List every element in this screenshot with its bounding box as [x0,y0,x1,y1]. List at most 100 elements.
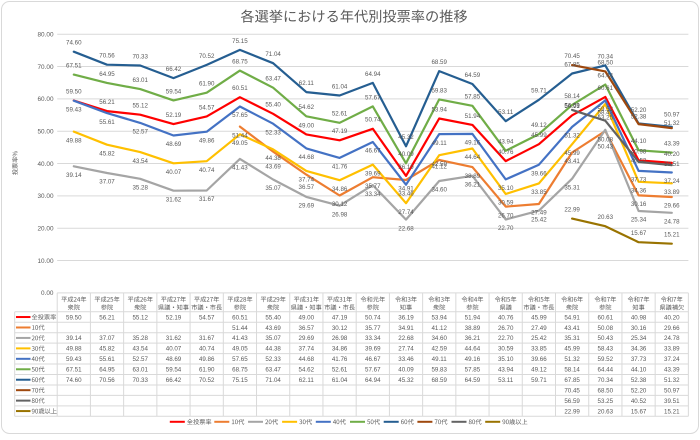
svg-text:15.67: 15.67 [631,408,647,415]
svg-text:29.69: 29.69 [299,335,315,342]
svg-text:59.43: 59.43 [66,356,82,363]
svg-text:37.73: 37.73 [631,356,647,363]
svg-text:48.69: 48.69 [166,356,182,363]
svg-text:57.65: 57.65 [232,356,248,363]
svg-text:10.00: 10.00 [38,258,54,265]
svg-text:31.62: 31.62 [166,335,182,342]
svg-text:70.52: 70.52 [199,53,215,60]
svg-text:39.69: 39.69 [365,170,381,177]
svg-text:68.59: 68.59 [431,59,447,66]
svg-text:33.85: 33.85 [531,346,547,353]
svg-text:39.14: 39.14 [66,335,82,342]
svg-text:41.76: 41.76 [332,164,348,171]
svg-text:30.16: 30.16 [631,325,647,332]
svg-text:57.67: 57.67 [365,367,381,374]
svg-text:40.76: 40.76 [498,314,514,321]
svg-text:51.44: 51.44 [232,132,248,139]
svg-text:59.50: 59.50 [66,314,82,321]
svg-text:70.56: 70.56 [99,53,115,60]
svg-text:37.74: 37.74 [299,346,315,353]
svg-text:50.08: 50.08 [598,137,614,144]
svg-text:70.56: 70.56 [99,377,115,384]
svg-text:67.51: 67.51 [66,367,82,374]
svg-text:27.74: 27.74 [398,209,414,216]
svg-text:27.49: 27.49 [531,325,547,332]
svg-text:64.44: 64.44 [598,72,614,79]
svg-text:49.00: 49.00 [299,122,315,129]
svg-text:33.89: 33.89 [664,189,680,196]
svg-text:34.36: 34.36 [631,188,647,195]
svg-text:38.89: 38.89 [465,325,481,332]
svg-text:33.46: 33.46 [398,356,414,363]
svg-text:40.20: 40.20 [664,151,680,158]
svg-text:70.33: 70.33 [132,53,148,60]
svg-text:44.64: 44.64 [465,154,481,161]
svg-text:20.63: 20.63 [598,214,614,221]
svg-text:20.00: 20.00 [38,226,54,233]
svg-text:51.32: 51.32 [564,133,580,140]
svg-text:57.85: 57.85 [465,367,481,374]
svg-text:49.05: 49.05 [232,140,248,147]
svg-text:41.43: 41.43 [232,165,248,172]
svg-text:70.45: 70.45 [564,53,580,60]
svg-text:36.21: 36.21 [465,335,481,342]
svg-text:27.74: 27.74 [398,346,414,353]
svg-text:30.59: 30.59 [498,200,514,207]
svg-text:30.12: 30.12 [332,201,348,208]
svg-text:35.31: 35.31 [564,184,580,191]
svg-text:45.32: 45.32 [398,377,414,384]
svg-text:0.00: 0.00 [41,290,54,297]
svg-text:59.83: 59.83 [431,367,447,374]
svg-text:37.24: 37.24 [664,356,680,363]
svg-text:50.43: 50.43 [598,144,614,151]
svg-text:20.63: 20.63 [598,408,614,415]
svg-text:59.54: 59.54 [166,88,182,95]
svg-text:49.12: 49.12 [531,122,547,129]
svg-text:36.57: 36.57 [299,184,315,191]
svg-text:70.34: 70.34 [598,377,614,384]
svg-text:53.25: 53.25 [598,398,614,405]
svg-text:54.57: 54.57 [199,104,215,111]
svg-text:45.32: 45.32 [398,134,414,141]
svg-text:55.61: 55.61 [99,119,115,126]
svg-text:34.91: 34.91 [398,325,414,332]
svg-text:40.52: 40.52 [631,158,647,165]
svg-text:51.94: 51.94 [465,113,481,120]
svg-text:59.52: 59.52 [598,356,614,363]
svg-text:43.54: 43.54 [132,346,148,353]
svg-text:41.76: 41.76 [332,356,348,363]
svg-text:58.43: 58.43 [598,346,614,353]
svg-text:59.50: 59.50 [66,88,82,95]
svg-text:61.90: 61.90 [199,367,215,374]
svg-text:64.59: 64.59 [465,72,481,79]
svg-text:44.10: 44.10 [631,138,647,145]
svg-text:49.86: 49.86 [199,137,215,144]
svg-text:46.67: 46.67 [365,148,381,155]
svg-text:68.50: 68.50 [598,59,614,66]
svg-text:31.62: 31.62 [166,196,182,203]
svg-text:37.07: 37.07 [99,179,115,186]
svg-text:61.04: 61.04 [332,377,348,384]
svg-text:75.15: 75.15 [232,38,248,45]
svg-text:52.33: 52.33 [265,129,281,136]
svg-text:66.42: 66.42 [166,66,182,73]
svg-text:42.59: 42.59 [431,346,447,353]
svg-text:38.89: 38.89 [465,173,481,180]
svg-text:44.10: 44.10 [631,367,647,374]
svg-text:41.12: 41.12 [431,325,447,332]
svg-text:68.75: 68.75 [232,367,248,374]
svg-text:45.99: 45.99 [564,346,580,353]
svg-text:57.65: 57.65 [232,112,248,119]
svg-text:55.12: 55.12 [132,314,148,321]
svg-text:22.70: 22.70 [498,335,514,342]
svg-text:39.51: 39.51 [664,161,680,168]
svg-text:52.57: 52.57 [132,129,148,136]
svg-text:40.09: 40.09 [398,151,414,158]
svg-text:59.54: 59.54 [166,367,182,374]
svg-text:43.54: 43.54 [132,158,148,165]
svg-text:24.78: 24.78 [664,335,680,342]
svg-text:61.04: 61.04 [332,83,348,90]
svg-text:51.44: 51.44 [232,325,248,332]
svg-text:53.11: 53.11 [498,109,514,116]
svg-text:36.21: 36.21 [465,182,481,189]
